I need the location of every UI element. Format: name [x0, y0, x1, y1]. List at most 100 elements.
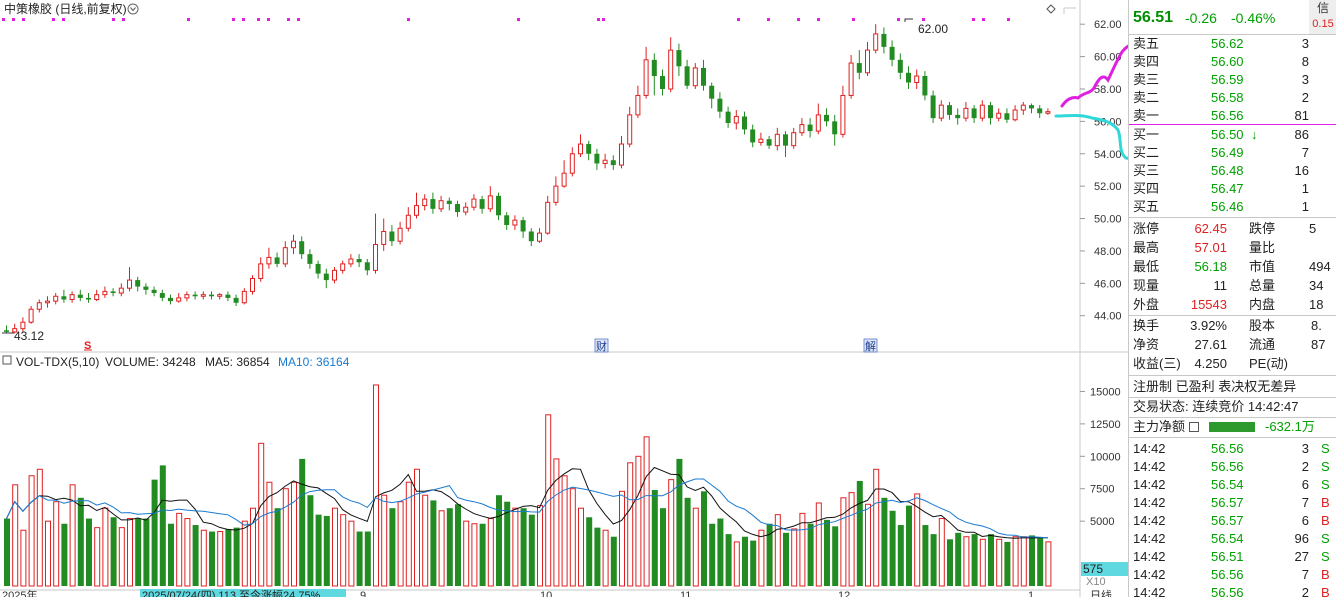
volume-bar — [422, 494, 429, 587]
volume-bar — [709, 523, 716, 586]
stat-row: 现量 11 总量 34 — [1129, 277, 1336, 295]
volume-bar — [397, 501, 404, 587]
volume-bar — [889, 510, 896, 586]
bid-label: 买三 — [1133, 163, 1160, 178]
volume-bar — [742, 536, 748, 586]
tick-price: 56.54 — [1211, 477, 1244, 492]
candle — [619, 135, 624, 169]
candle — [897, 53, 903, 80]
volume-bar — [922, 525, 929, 586]
volume-bar — [356, 531, 363, 586]
candle — [340, 260, 346, 274]
volume-ma5: MA5: 36854 — [205, 355, 270, 369]
candle — [651, 53, 657, 96]
candle — [479, 195, 485, 214]
svg-text:解: 解 — [865, 339, 876, 353]
volume-bar — [184, 518, 191, 587]
tick-row: 14:42 56.54 96 S — [1129, 530, 1336, 548]
volume-bar — [1020, 536, 1027, 587]
ask-volume: 2 — [1301, 90, 1309, 105]
volume-bar — [578, 507, 584, 587]
candle — [692, 63, 698, 89]
price-tick-label: 60.00 — [1094, 52, 1122, 64]
ask-price: 56.58 — [1211, 90, 1244, 105]
bid-volume: 1 — [1301, 199, 1309, 214]
event-dot — [287, 18, 290, 21]
candle — [1012, 105, 1018, 122]
volume-bar — [463, 520, 470, 587]
tick-side: S — [1321, 549, 1330, 564]
stat-row: 外盘 15543 内盘 18 — [1129, 296, 1336, 314]
candle — [750, 124, 756, 148]
info-box-icon[interactable] — [1189, 422, 1199, 432]
volume-bar — [233, 527, 240, 586]
corner-tab[interactable]: 信 0.15 — [1309, 0, 1336, 34]
volume-bar — [758, 529, 765, 587]
stat-label-2: 总量 — [1249, 278, 1276, 293]
tick-volume: 7 — [1301, 567, 1309, 582]
candle — [12, 323, 18, 334]
date-label-sep: 9 — [360, 590, 366, 597]
candle — [1037, 105, 1043, 119]
volume-indicator-name: VOL-TDX(5,10) — [16, 355, 99, 369]
volume-bar — [569, 488, 576, 587]
volume-bar — [86, 518, 92, 586]
candle — [586, 140, 592, 161]
volume-bar — [332, 507, 338, 587]
chart-area[interactable]: 中策橡胶 (日线,前复权) 62.0060.0058.0056.0054.005… — [0, 0, 1128, 597]
stat-value-2: 34 — [1309, 278, 1324, 293]
bid-label: 买二 — [1133, 145, 1160, 160]
diamond-icon[interactable] — [1046, 4, 1056, 14]
volume-bar — [151, 479, 158, 586]
candle — [1029, 103, 1034, 114]
volume-bar — [1004, 541, 1011, 586]
stat-label-2: 流通 — [1249, 337, 1276, 352]
tick-time: 14:42 — [1133, 441, 1166, 456]
high-annotation: 62.00 — [904, 18, 948, 36]
event-dot — [407, 18, 410, 21]
candle — [102, 286, 108, 298]
candle — [766, 135, 772, 149]
candle — [578, 134, 583, 157]
tick-side: S — [1321, 531, 1330, 546]
candle — [168, 294, 173, 305]
candle — [496, 192, 501, 221]
tick-volume: 6 — [1301, 477, 1309, 492]
stat-label: 现量 — [1133, 278, 1160, 293]
candle — [988, 101, 993, 125]
candle — [783, 131, 788, 157]
candle — [815, 103, 821, 135]
volume-bar — [135, 518, 142, 586]
event-dot-row — [2, 18, 1010, 21]
volume-bar — [340, 514, 347, 587]
stat-label: 外盘 — [1133, 297, 1160, 312]
candle — [373, 213, 378, 274]
tick-volume: 3 — [1301, 441, 1309, 456]
event-dot — [797, 18, 800, 21]
marker-s[interactable]: S — [84, 340, 92, 352]
candle — [832, 114, 838, 146]
candle — [799, 118, 805, 136]
marker-jie[interactable]: 解 — [863, 338, 878, 353]
tick-time: 14:42 — [1133, 477, 1166, 492]
volume-bar — [528, 514, 535, 586]
ask-price: 56.56 — [1211, 108, 1244, 123]
candle — [299, 236, 305, 260]
price-change-pct: -0.46% — [1231, 10, 1276, 26]
chevron-down-circle-icon[interactable] — [127, 3, 139, 15]
marker-cai[interactable]: 财 — [594, 338, 609, 353]
bid-volume: 86 — [1294, 127, 1309, 142]
volume-bar — [168, 523, 174, 586]
volume-bar — [783, 532, 789, 586]
candle — [914, 69, 920, 89]
ask-row: 卖五 56.62 3 — [1129, 35, 1336, 53]
bid-volume: 16 — [1294, 163, 1309, 178]
volume-bar — [471, 523, 478, 587]
stat-value-2: 5 — [1309, 221, 1317, 236]
volume-bar — [1029, 535, 1035, 586]
high-label: 62.00 — [918, 22, 948, 36]
stat-value: 57.01 — [1194, 240, 1227, 255]
candle — [381, 218, 387, 251]
volume-bar — [512, 507, 519, 587]
candle — [61, 289, 67, 303]
